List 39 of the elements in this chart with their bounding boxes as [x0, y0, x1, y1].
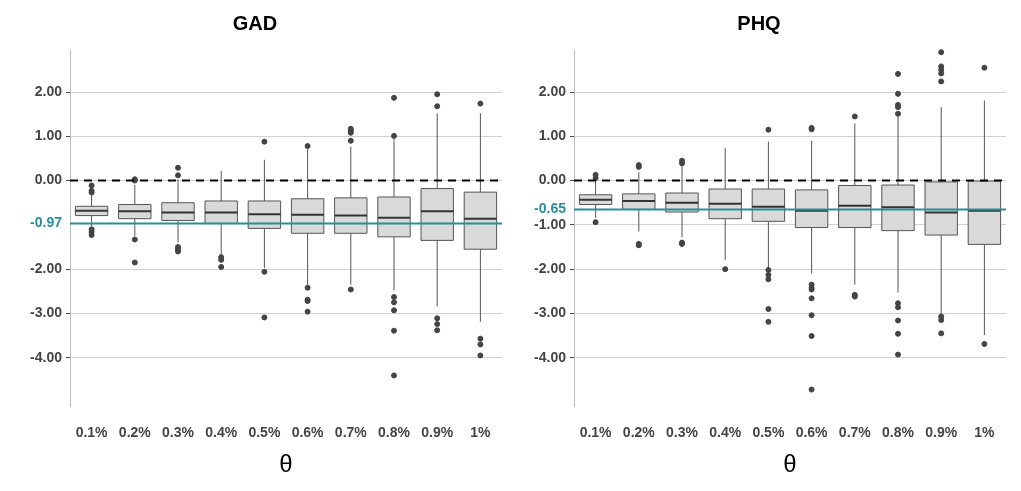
x-tick-label: 0.1% [75, 423, 109, 440]
y-tick-label: 2.00 [538, 82, 567, 99]
x-axis-title: θ [279, 450, 293, 478]
x-tick-label: 0.1% [579, 423, 613, 440]
x-tick-label: 0.9% [925, 423, 958, 440]
x-tick-label: 0.9% [421, 423, 454, 440]
x-tick-label: 0.3% [666, 423, 699, 440]
chart-title: GAD [232, 11, 278, 34]
x-tick-label: 0.7% [838, 423, 872, 440]
y-tick-label: 2.00 [34, 82, 63, 99]
x-tick-label: 0.8% [378, 423, 411, 440]
y-tick-label: -1.00 [534, 215, 567, 232]
y-tick-label: -2.00 [30, 260, 63, 277]
x-tick-label: 0.7% [334, 423, 368, 440]
x-axis-title: θ [783, 450, 797, 478]
x-tick-label: 0.2% [118, 423, 152, 440]
x-tick-label: 0.3% [162, 423, 195, 440]
y-tick-label: 0.00 [538, 171, 567, 188]
y-tick-label: -4.00 [534, 348, 567, 365]
x-tick-label: 0.5% [752, 423, 785, 440]
x-tick-label: 0.4% [205, 423, 238, 440]
x-tick-label: 0.8% [882, 423, 915, 440]
y-tick-label: 1.00 [538, 127, 567, 144]
x-tick-label: 0.2% [622, 423, 656, 440]
ref-line-label: -0.65 [534, 200, 567, 217]
x-tick-label: 0.6% [291, 423, 325, 440]
x-tick-label: 1% [974, 423, 996, 440]
y-tick-label: 0.00 [34, 171, 63, 188]
y-tick-label: -4.00 [30, 348, 63, 365]
x-tick-label: 0.5% [248, 423, 281, 440]
x-tick-label: 0.4% [709, 423, 742, 440]
y-tick-label: -3.00 [30, 304, 63, 321]
y-tick-label: -3.00 [534, 304, 567, 321]
chart-title: PHQ [737, 11, 781, 34]
x-tick-label: 1% [470, 423, 492, 440]
x-tick-label: 0.6% [795, 423, 829, 440]
y-tick-label: 1.00 [34, 127, 63, 144]
y-tick-label: -2.00 [534, 260, 567, 277]
ref-line-label: -0.97 [30, 214, 63, 231]
